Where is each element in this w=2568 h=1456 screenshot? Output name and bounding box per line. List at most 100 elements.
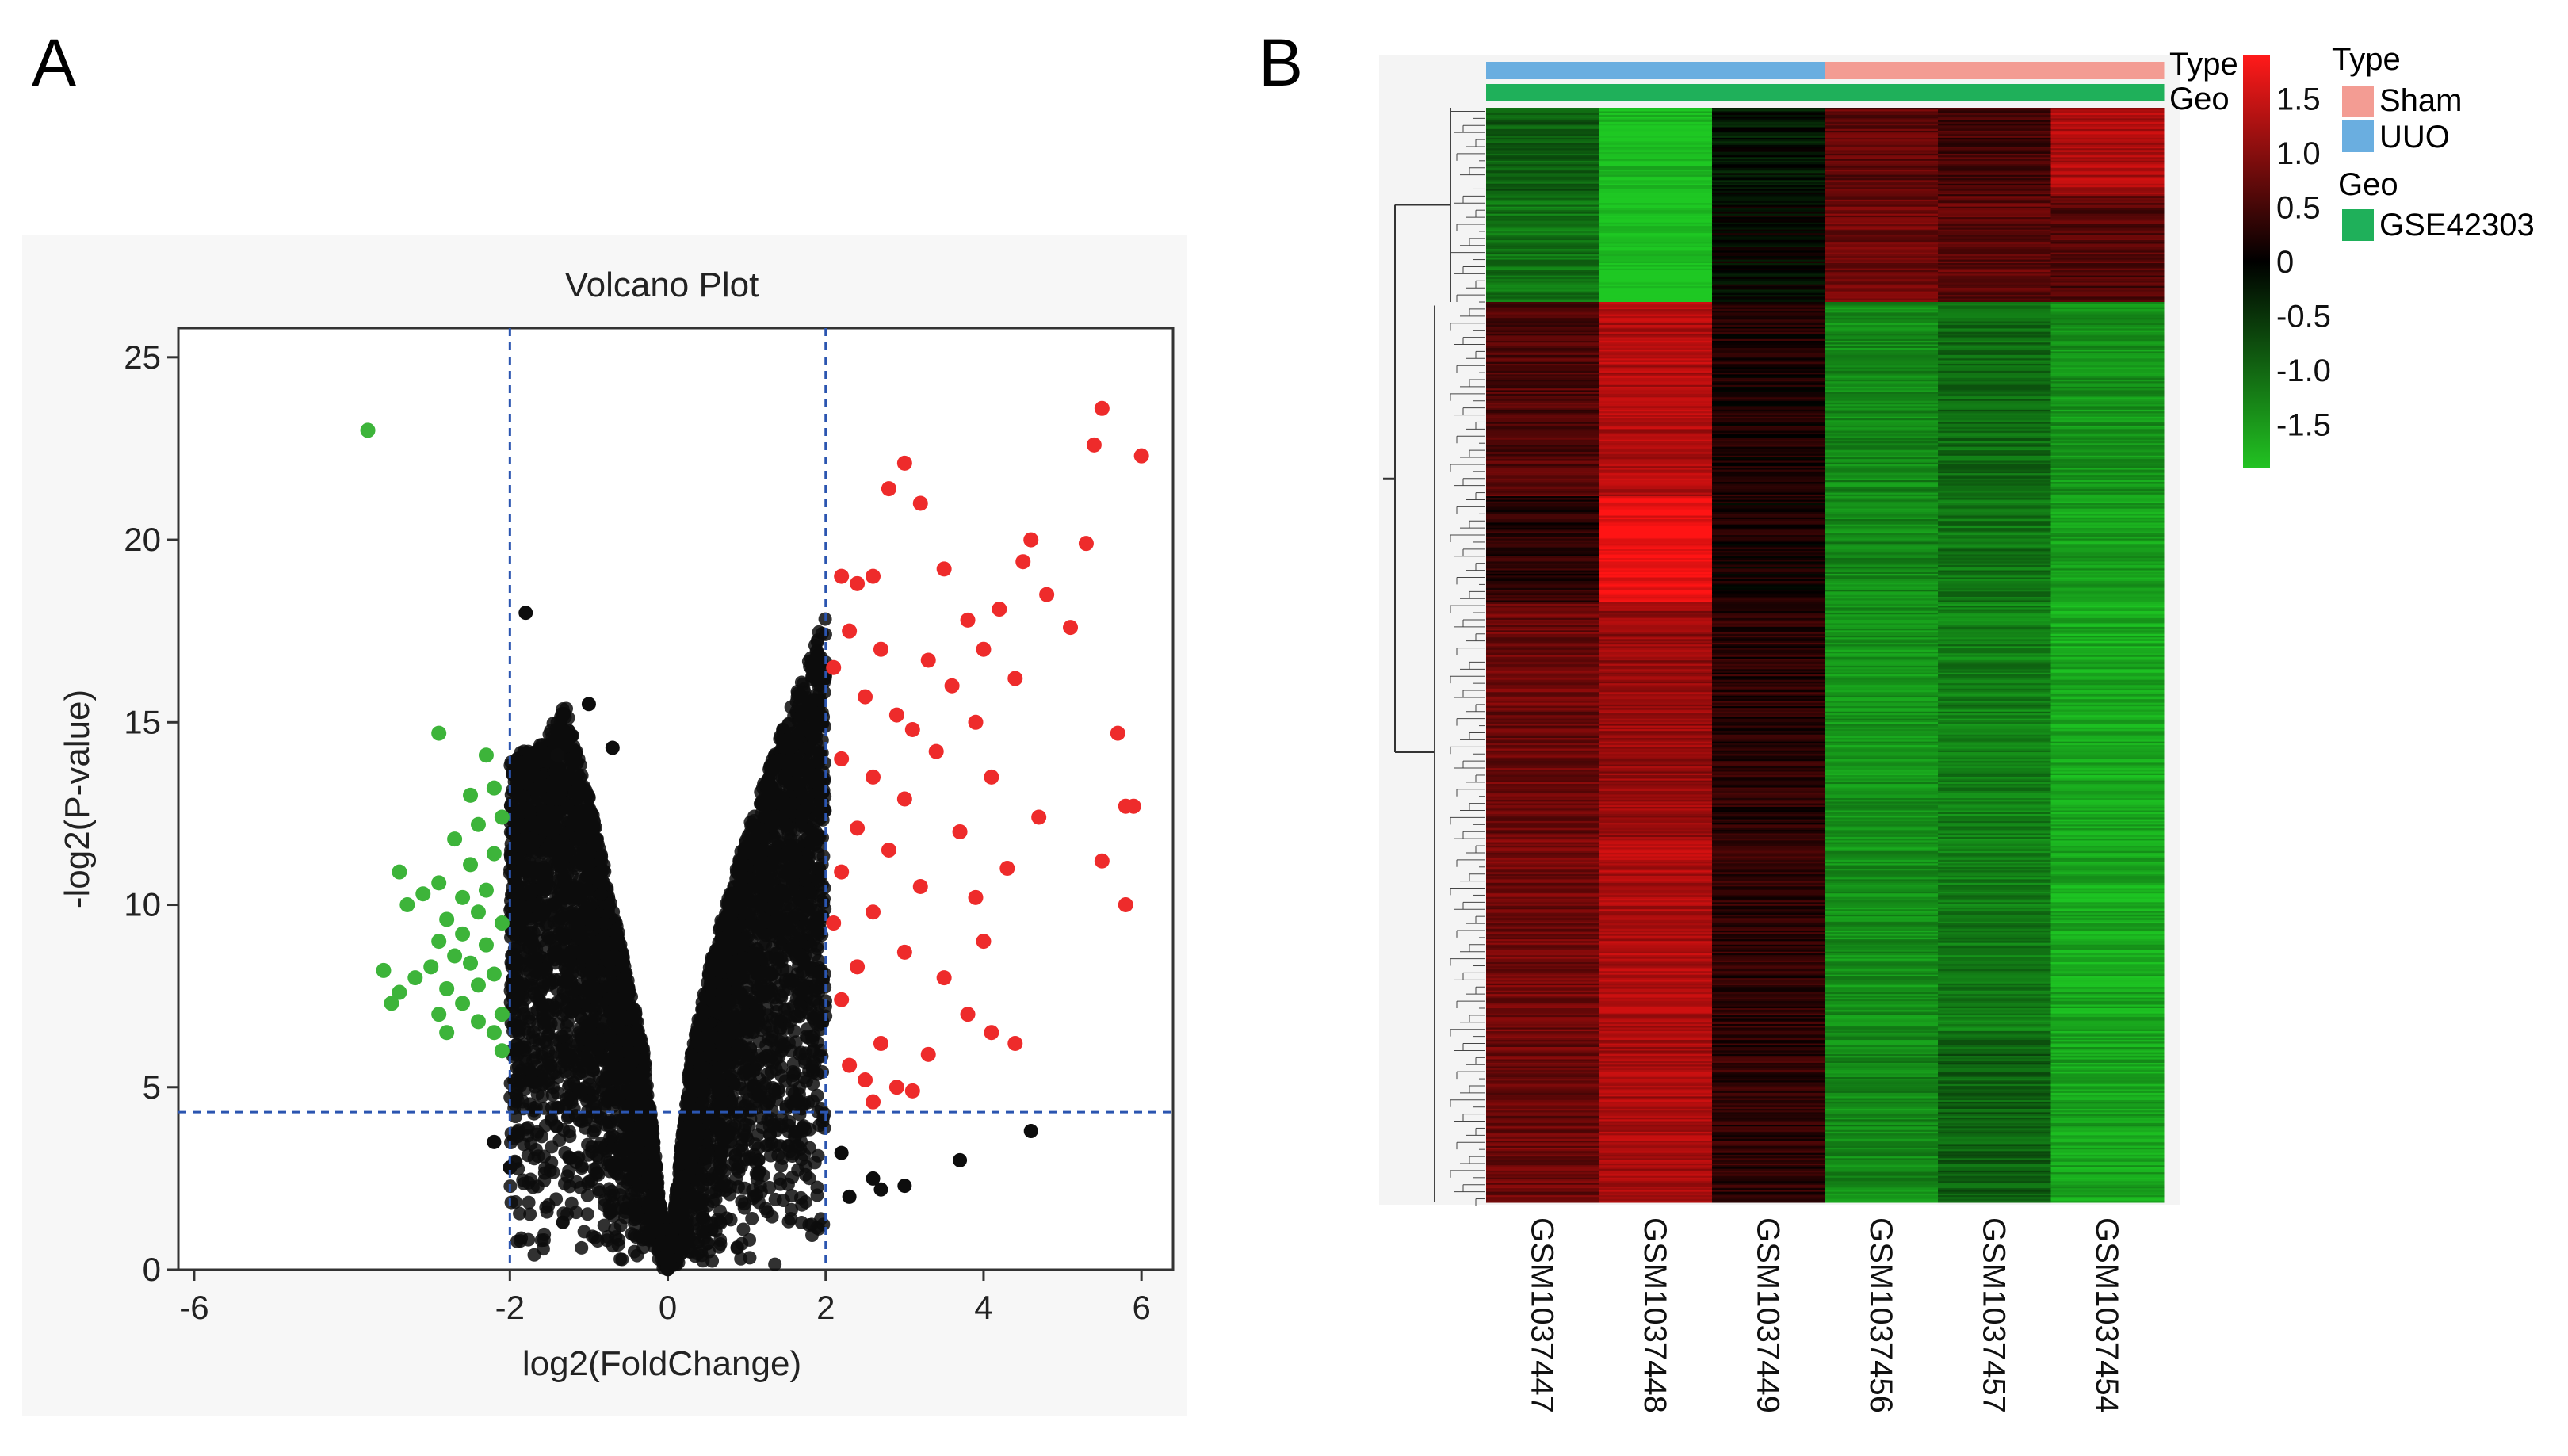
ns-point [769,952,783,966]
ns-point [525,1074,539,1088]
ns-point [608,997,622,1011]
ns-point [516,977,530,992]
ns-point [587,1095,601,1110]
ns-point [797,983,811,997]
ns-point [753,855,767,869]
ns-point [764,1034,778,1048]
ns-point [539,1200,553,1214]
ns-point [777,984,791,999]
ns-point [527,1248,541,1262]
ns-point [762,1180,777,1194]
ns-point [811,873,825,888]
ns-point [759,989,773,1003]
ns-point [759,831,773,846]
ns-point [768,1257,782,1271]
ns-point [524,899,538,913]
ns-point [564,1095,579,1110]
ns-point [774,1068,789,1083]
ns-point [516,1095,530,1109]
ns-point [752,1034,766,1049]
ns-point [796,1120,810,1134]
ns-point [552,1133,567,1148]
ns-point [715,1142,729,1156]
ns-point [789,951,804,965]
panel-a-label: A [32,25,76,100]
ns-point [763,1148,778,1163]
ns-point [585,823,599,837]
y-tick-label: 20 [124,521,161,558]
ns-point [516,858,530,872]
ns-point [794,819,808,833]
ns-point [776,885,790,900]
ns-point [533,966,547,980]
x-tick-label: -2 [495,1289,525,1326]
ns-point [735,1194,749,1209]
ns-point [560,1169,575,1183]
ns-point [580,1207,594,1221]
ns-point [513,1206,527,1221]
ns-point [701,1136,716,1150]
ns-point [752,1195,766,1210]
ns-point [541,1006,556,1020]
ns-point [724,1095,739,1109]
ns-point [579,885,593,900]
ns-point [670,1198,684,1212]
ns-point [776,1194,790,1208]
x-tick-label: 6 [1132,1289,1150,1326]
y-tick-label: 15 [124,703,161,740]
ns-point [587,1014,602,1028]
ns-point [701,1198,715,1213]
ns-point [580,1188,594,1202]
ns-point [575,1240,589,1255]
ns-point [589,1167,603,1181]
ns-point [812,625,826,639]
ns-point [751,1167,765,1182]
ns-point [805,1228,820,1242]
y-tick-label: 5 [143,1068,161,1106]
ns-point [816,973,830,987]
ns-point [738,1181,752,1195]
ns-point [778,1003,792,1017]
ns-point [522,1195,536,1210]
ns-point [587,1063,601,1077]
ns-point [533,738,547,752]
ns-point [810,1088,824,1103]
ns-point [564,945,578,959]
ns-point [799,1030,813,1044]
ns-point [529,861,543,875]
ns-point [682,1230,697,1244]
ns-point [817,892,831,906]
ns-point [523,1207,537,1221]
y-tick-label: 0 [143,1251,161,1288]
ns-point [789,1035,803,1049]
ns-point [771,835,785,850]
ns-point [543,1164,557,1178]
ns-point [793,1005,808,1019]
ns-point [590,1234,605,1248]
ns-point [739,1118,753,1132]
ns-point [626,1153,640,1167]
ns-point [577,1225,591,1239]
ns-point [798,868,812,882]
x-tick-label: 4 [974,1289,992,1326]
ns-point [802,1171,816,1186]
ns-point [552,786,566,801]
ns-point [680,1097,694,1111]
volcano-plot-area [177,327,1175,1271]
ns-point [745,1212,759,1226]
ns-point [594,850,609,864]
ns-point [535,1089,549,1103]
ns-point [793,1190,808,1205]
ns-point [807,829,821,843]
ns-point [603,1203,617,1217]
ns-point [575,806,589,820]
ns-point [812,1049,827,1064]
ns-point [747,1064,761,1078]
ns-point [724,1213,738,1227]
ns-point [781,1021,795,1035]
volcano-title: Volcano Plot [565,266,759,304]
ns-point [538,1118,552,1133]
ns-point [525,882,540,896]
ns-point [578,1080,592,1095]
